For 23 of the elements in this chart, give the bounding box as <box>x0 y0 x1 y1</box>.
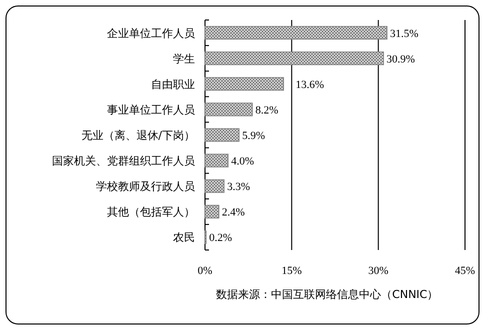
data-label: 4.0% <box>231 156 254 168</box>
y-tick-label: 国家机关、党群组织工作人员 <box>52 154 195 168</box>
y-tick-label: 事业单位工作人员 <box>107 103 195 116</box>
data-label: 3.3% <box>227 181 250 194</box>
data-label: 8.2% <box>255 104 278 116</box>
y-tick-label: 其他（包括军人） <box>107 206 195 219</box>
data-label: 31.5% <box>390 28 418 40</box>
data-label: 5.9% <box>242 130 266 142</box>
y-tick-label: 无业（离、退休/下岗） <box>81 129 195 142</box>
x-tick-label: 0% <box>198 265 212 277</box>
y-tick-label: 学校教师及行政人员 <box>96 180 195 194</box>
x-tick-label: 15% <box>282 265 302 277</box>
y-tick-label: 自由职业 <box>151 78 195 91</box>
x-tick-label: 30% <box>368 265 388 277</box>
data-label: 2.4% <box>222 206 245 219</box>
data-label: 30.9% <box>386 53 415 66</box>
x-tick-label: 45% <box>454 265 476 277</box>
y-tick-label: 企业单位工作人员 <box>107 26 195 40</box>
y-tick-label: 学生 <box>173 52 195 66</box>
y-tick-label: 农民 <box>173 231 195 244</box>
data-label: 0.2% <box>209 232 232 244</box>
source-note: 数据来源：中国互联网络信息中心（CNNIC） <box>216 288 438 301</box>
data-label: 13.6% <box>296 78 324 91</box>
